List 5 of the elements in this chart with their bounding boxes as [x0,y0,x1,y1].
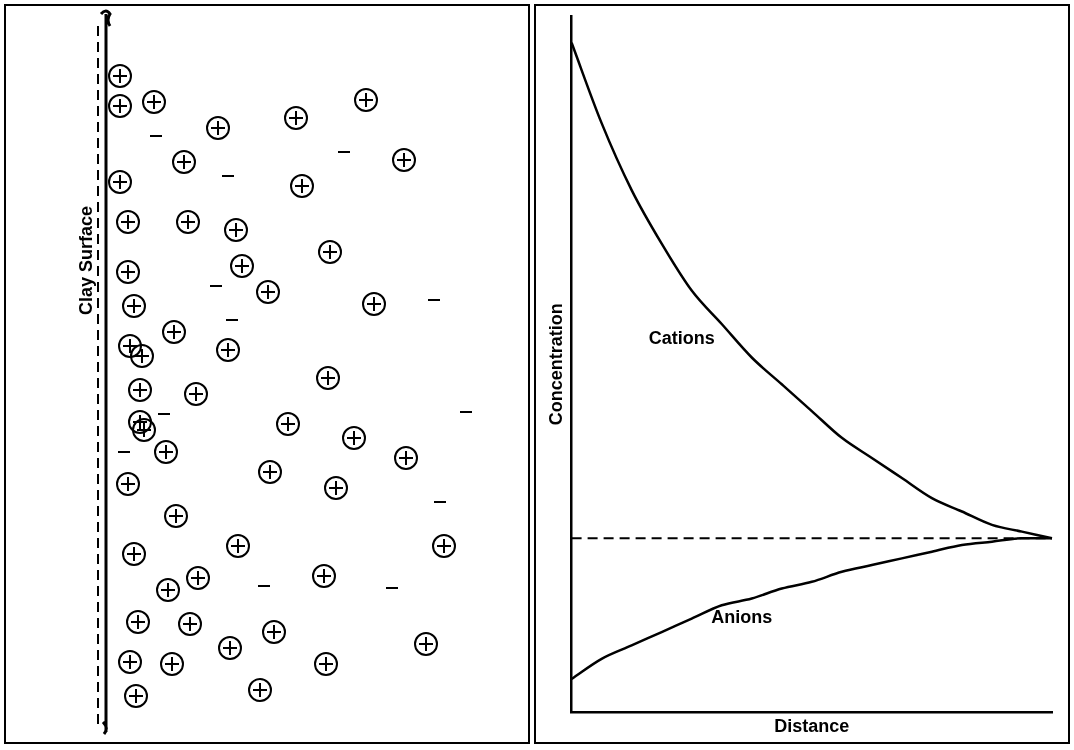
x-axis-title: Distance [774,716,850,737]
text: Clay Surface [76,206,97,316]
y-axis-title: Concentration [545,303,566,426]
series-label: Anions [711,606,773,627]
series-label: Cations [648,327,715,348]
